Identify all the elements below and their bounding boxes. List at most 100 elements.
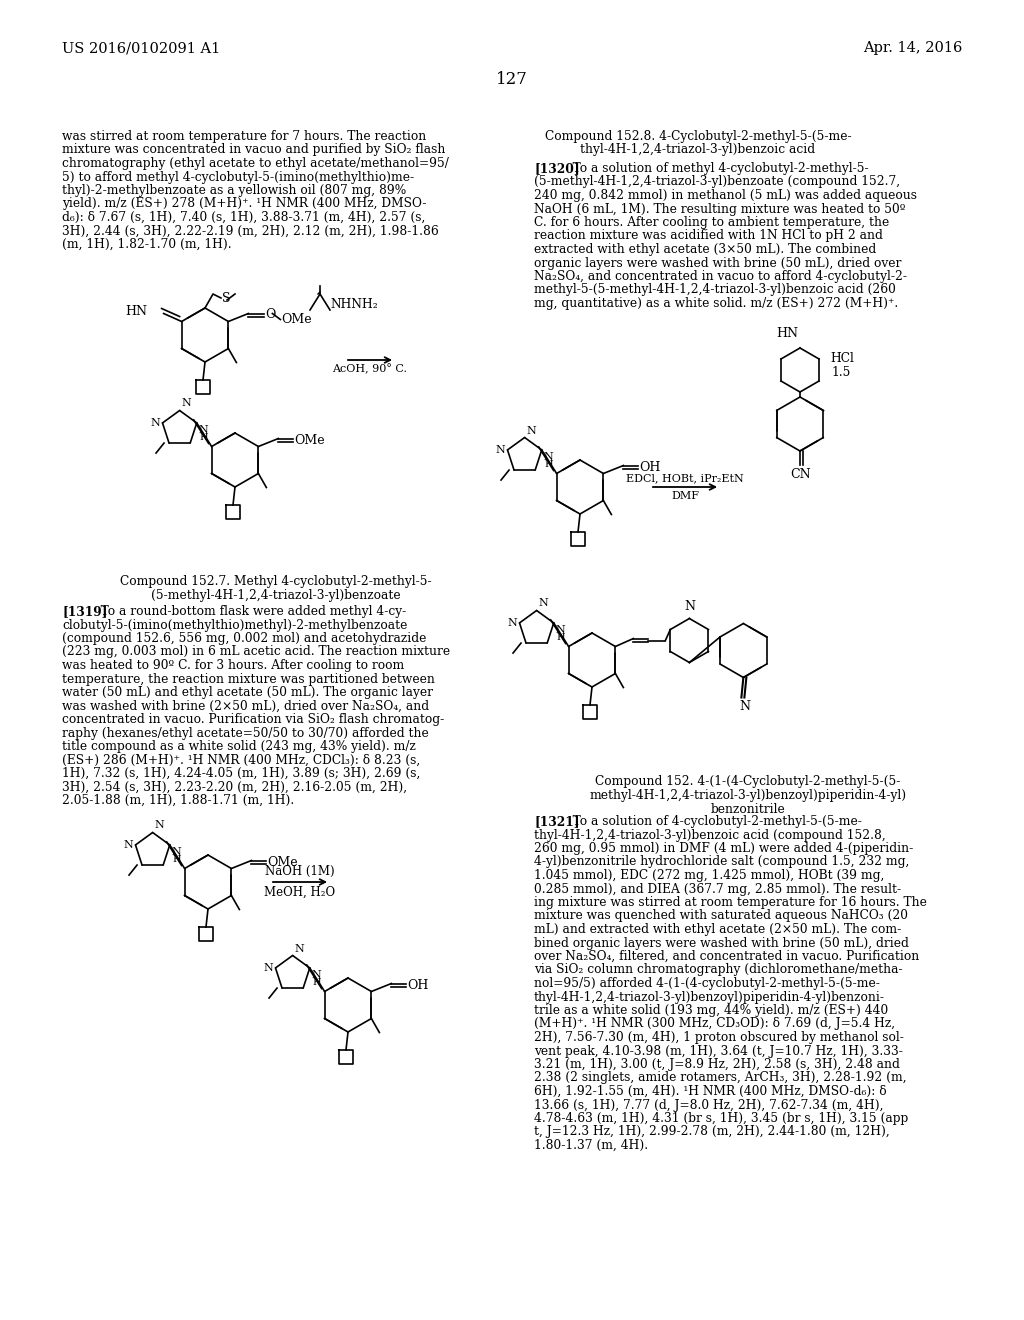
Text: N: N <box>526 425 537 436</box>
Text: 3H), 2.54 (s, 3H), 2.23-2.20 (m, 2H), 2.16-2.05 (m, 2H),: 3H), 2.54 (s, 3H), 2.23-2.20 (m, 2H), 2.… <box>62 780 408 793</box>
Text: mixture was quenched with saturated aqueous NaHCO₃ (20: mixture was quenched with saturated aque… <box>534 909 908 923</box>
Text: N: N <box>739 701 750 714</box>
Text: N: N <box>508 618 517 628</box>
Text: trile as a white solid (193 mg, 44% yield). m/z (ES+) 440: trile as a white solid (193 mg, 44% yiel… <box>534 1005 888 1016</box>
Text: N: N <box>311 970 322 979</box>
Text: concentrated in vacuo. Purification via SiO₂ flash chromatog-: concentrated in vacuo. Purification via … <box>62 713 444 726</box>
Text: 1.045 mmol), EDC (272 mg, 1.425 mmol), HOBt (39 mg,: 1.045 mmol), EDC (272 mg, 1.425 mmol), H… <box>534 869 885 882</box>
Text: N: N <box>556 624 565 635</box>
Text: To a solution of 4-cyclobutyl-2-methyl-5-(5-me-: To a solution of 4-cyclobutyl-2-methyl-5… <box>561 814 862 828</box>
Text: methyl-5-(5-methyl-4H-1,2,4-triazol-3-yl)benzoic acid (260: methyl-5-(5-methyl-4H-1,2,4-triazol-3-yl… <box>534 284 896 297</box>
Text: raphy (hexanes/ethyl acetate=50/50 to 30/70) afforded the: raphy (hexanes/ethyl acetate=50/50 to 30… <box>62 726 429 739</box>
Text: 1H), 7.32 (s, 1H), 4.24-4.05 (m, 1H), 3.89 (s; 3H), 2.69 (s,: 1H), 7.32 (s, 1H), 4.24-4.05 (m, 1H), 3.… <box>62 767 421 780</box>
Text: NHNH₂: NHNH₂ <box>330 297 378 310</box>
Text: H: H <box>173 855 181 863</box>
Text: thyl-4H-1,2,4-triazol-3-yl)benzoic acid: thyl-4H-1,2,4-triazol-3-yl)benzoic acid <box>581 144 815 157</box>
Text: (5-methyl-4H-1,2,4-triazol-3-yl)benzoate: (5-methyl-4H-1,2,4-triazol-3-yl)benzoate <box>152 589 400 602</box>
Text: S: S <box>222 292 230 305</box>
Text: chromatography (ethyl acetate to ethyl acetate/methanol=95/: chromatography (ethyl acetate to ethyl a… <box>62 157 449 170</box>
Text: 4.78-4.63 (m, 1H), 4.31 (br s, 1H), 3.45 (br s, 1H), 3.15 (app: 4.78-4.63 (m, 1H), 4.31 (br s, 1H), 3.45… <box>534 1111 908 1125</box>
Text: was heated to 90º C. for 3 hours. After cooling to room: was heated to 90º C. for 3 hours. After … <box>62 659 404 672</box>
Text: N: N <box>544 451 554 462</box>
Text: 6H), 1.92-1.55 (m, 4H). ¹H NMR (400 MHz, DMSO-d₆): δ: 6H), 1.92-1.55 (m, 4H). ¹H NMR (400 MHz,… <box>534 1085 887 1098</box>
Text: O: O <box>265 309 275 322</box>
Text: NaOH (1M): NaOH (1M) <box>265 865 335 878</box>
Text: N: N <box>264 962 273 973</box>
Text: To a solution of methyl 4-cyclobutyl-2-methyl-5-: To a solution of methyl 4-cyclobutyl-2-m… <box>561 162 869 176</box>
Text: via SiO₂ column chromatography (dichloromethane/metha-: via SiO₂ column chromatography (dichloro… <box>534 964 902 977</box>
Text: N: N <box>155 821 165 830</box>
Text: H: H <box>200 433 208 442</box>
Text: bined organic layers were washed with brine (50 mL), dried: bined organic layers were washed with br… <box>534 936 909 949</box>
Text: N: N <box>124 840 133 850</box>
Text: 4-yl)benzonitrile hydrochloride salt (compound 1.5, 232 mg,: 4-yl)benzonitrile hydrochloride salt (co… <box>534 855 909 869</box>
Text: [1321]: [1321] <box>534 814 580 828</box>
Text: 1.5: 1.5 <box>831 366 851 379</box>
Text: 260 mg, 0.95 mmol) in DMF (4 mL) were added 4-(piperidin-: 260 mg, 0.95 mmol) in DMF (4 mL) were ad… <box>534 842 913 855</box>
Text: thyl-4H-1,2,4-triazol-3-yl)benzoic acid (compound 152.8,: thyl-4H-1,2,4-triazol-3-yl)benzoic acid … <box>534 829 886 842</box>
Text: title compound as a white solid (243 mg, 43% yield). m/z: title compound as a white solid (243 mg,… <box>62 741 416 752</box>
Text: Na₂SO₄, and concentrated in vacuo to afford 4-cyclobutyl-2-: Na₂SO₄, and concentrated in vacuo to aff… <box>534 271 907 282</box>
Text: Compound 152.7. Methyl 4-cyclobutyl-2-methyl-5-: Compound 152.7. Methyl 4-cyclobutyl-2-me… <box>120 576 432 587</box>
Text: H: H <box>557 632 565 642</box>
Text: nol=95/5) afforded 4-(1-(4-cyclobutyl-2-methyl-5-(5-me-: nol=95/5) afforded 4-(1-(4-cyclobutyl-2-… <box>534 977 880 990</box>
Text: 0.285 mmol), and DIEA (367.7 mg, 2.85 mmol). The result-: 0.285 mmol), and DIEA (367.7 mg, 2.85 mm… <box>534 883 901 895</box>
Text: N: N <box>496 445 506 455</box>
Text: NaOH (6 mL, 1M). The resulting mixture was heated to 50º: NaOH (6 mL, 1M). The resulting mixture w… <box>534 202 905 215</box>
Text: OH: OH <box>639 461 660 474</box>
Text: (223 mg, 0.003 mol) in 6 mL acetic acid. The reaction mixture: (223 mg, 0.003 mol) in 6 mL acetic acid.… <box>62 645 451 659</box>
Text: HN: HN <box>126 305 147 318</box>
Text: thyl-4H-1,2,4-triazol-3-yl)benzoyl)piperidin-4-yl)benzoni-: thyl-4H-1,2,4-triazol-3-yl)benzoyl)piper… <box>534 990 885 1003</box>
Text: H: H <box>545 459 553 469</box>
Text: 13.66 (s, 1H), 7.77 (d, J=8.0 Hz, 2H), 7.62-7.34 (m, 4H),: 13.66 (s, 1H), 7.77 (d, J=8.0 Hz, 2H), 7… <box>534 1098 884 1111</box>
Text: vent peak, 4.10-3.98 (m, 1H), 3.64 (t, J=10.7 Hz, 1H), 3.33-: vent peak, 4.10-3.98 (m, 1H), 3.64 (t, J… <box>534 1044 903 1057</box>
Text: Compound 152.8. 4-Cyclobutyl-2-methyl-5-(5-me-: Compound 152.8. 4-Cyclobutyl-2-methyl-5-… <box>545 129 851 143</box>
Text: thyl)-2-methylbenzoate as a yellowish oil (807 mg, 89%: thyl)-2-methylbenzoate as a yellowish oi… <box>62 183 407 197</box>
Text: methyl-4H-1,2,4-triazol-3-yl)benzoyl)piperidin-4-yl): methyl-4H-1,2,4-triazol-3-yl)benzoyl)pip… <box>590 789 906 803</box>
Text: t, J=12.3 Hz, 1H), 2.99-2.78 (m, 2H), 2.44-1.80 (m, 12H),: t, J=12.3 Hz, 1H), 2.99-2.78 (m, 2H), 2.… <box>534 1126 890 1138</box>
Text: extracted with ethyl acetate (3×50 mL). The combined: extracted with ethyl acetate (3×50 mL). … <box>534 243 877 256</box>
Text: OMe: OMe <box>294 434 325 447</box>
Text: N: N <box>295 944 304 953</box>
Text: 3.21 (m, 1H), 3.00 (t, J=8.9 Hz, 2H), 2.58 (s, 3H), 2.48 and: 3.21 (m, 1H), 3.00 (t, J=8.9 Hz, 2H), 2.… <box>534 1059 900 1071</box>
Text: 240 mg, 0.842 mmol) in methanol (5 mL) was added aqueous: 240 mg, 0.842 mmol) in methanol (5 mL) w… <box>534 189 918 202</box>
Text: Apr. 14, 2016: Apr. 14, 2016 <box>862 41 962 55</box>
Text: US 2016/0102091 A1: US 2016/0102091 A1 <box>62 41 220 55</box>
Text: mixture was concentrated in vacuo and purified by SiO₂ flash: mixture was concentrated in vacuo and pu… <box>62 144 445 157</box>
Text: N: N <box>199 425 209 434</box>
Text: EDCl, HOBt, iPr₂EtN: EDCl, HOBt, iPr₂EtN <box>626 473 743 483</box>
Text: over Na₂SO₄, filtered, and concentrated in vacuo. Purification: over Na₂SO₄, filtered, and concentrated … <box>534 950 920 964</box>
Text: yield). m/z (ES+) 278 (M+H)⁺. ¹H NMR (400 MHz, DMSO-: yield). m/z (ES+) 278 (M+H)⁺. ¹H NMR (40… <box>62 198 427 210</box>
Text: was stirred at room temperature for 7 hours. The reaction: was stirred at room temperature for 7 ho… <box>62 129 426 143</box>
Text: was washed with brine (2×50 mL), dried over Na₂SO₄, and: was washed with brine (2×50 mL), dried o… <box>62 700 429 713</box>
Text: OH: OH <box>408 979 429 993</box>
Text: d₆): δ 7.67 (s, 1H), 7.40 (s, 1H), 3.88-3.71 (m, 4H), 2.57 (s,: d₆): δ 7.67 (s, 1H), 7.40 (s, 1H), 3.88-… <box>62 211 425 224</box>
Text: OMe: OMe <box>267 855 298 869</box>
Text: temperature, the reaction mixture was partitioned between: temperature, the reaction mixture was pa… <box>62 672 435 685</box>
Text: (M+H)⁺. ¹H NMR (300 MHz, CD₃OD): δ 7.69 (d, J=5.4 Hz,: (M+H)⁺. ¹H NMR (300 MHz, CD₃OD): δ 7.69 … <box>534 1018 895 1031</box>
Text: 2.05-1.88 (m, 1H), 1.88-1.71 (m, 1H).: 2.05-1.88 (m, 1H), 1.88-1.71 (m, 1H). <box>62 795 294 807</box>
Text: 1.80-1.37 (m, 4H).: 1.80-1.37 (m, 4H). <box>534 1139 648 1152</box>
Text: [1319]: [1319] <box>62 605 108 618</box>
Text: MeOH, H₂O: MeOH, H₂O <box>264 886 336 899</box>
Text: 5) to afford methyl 4-cyclobutyl-5-(imino(methylthio)me-: 5) to afford methyl 4-cyclobutyl-5-(imin… <box>62 170 414 183</box>
Text: mL) and extracted with ethyl acetate (2×50 mL). The com-: mL) and extracted with ethyl acetate (2×… <box>534 923 901 936</box>
Text: CN: CN <box>791 469 811 480</box>
Text: DMF: DMF <box>671 491 699 502</box>
Text: water (50 mL) and ethyl acetate (50 mL). The organic layer: water (50 mL) and ethyl acetate (50 mL).… <box>62 686 433 700</box>
Text: N: N <box>684 601 695 614</box>
Text: (compound 152.6, 556 mg, 0.002 mol) and acetohydrazide: (compound 152.6, 556 mg, 0.002 mol) and … <box>62 632 426 645</box>
Text: 3H), 2.44 (s, 3H), 2.22-2.19 (m, 2H), 2.12 (m, 2H), 1.98-1.86: 3H), 2.44 (s, 3H), 2.22-2.19 (m, 2H), 2.… <box>62 224 438 238</box>
Text: N: N <box>151 418 161 428</box>
Text: 127: 127 <box>496 71 528 88</box>
Text: [1320]: [1320] <box>534 162 580 176</box>
Text: ing mixture was stirred at room temperature for 16 hours. The: ing mixture was stirred at room temperat… <box>534 896 927 909</box>
Text: HN: HN <box>776 327 798 341</box>
Text: H: H <box>312 978 322 987</box>
Text: 2H), 7.56-7.30 (m, 4H), 1 proton obscured by methanol sol-: 2H), 7.56-7.30 (m, 4H), 1 proton obscure… <box>534 1031 904 1044</box>
Text: benzonitrile: benzonitrile <box>711 803 785 816</box>
Text: OMe: OMe <box>282 313 312 326</box>
Text: HCl: HCl <box>830 351 854 364</box>
Text: N: N <box>172 847 181 857</box>
Text: (ES+) 286 (M+H)⁺. ¹H NMR (400 MHz, CDCl₃): δ 8.23 (s,: (ES+) 286 (M+H)⁺. ¹H NMR (400 MHz, CDCl₃… <box>62 754 420 767</box>
